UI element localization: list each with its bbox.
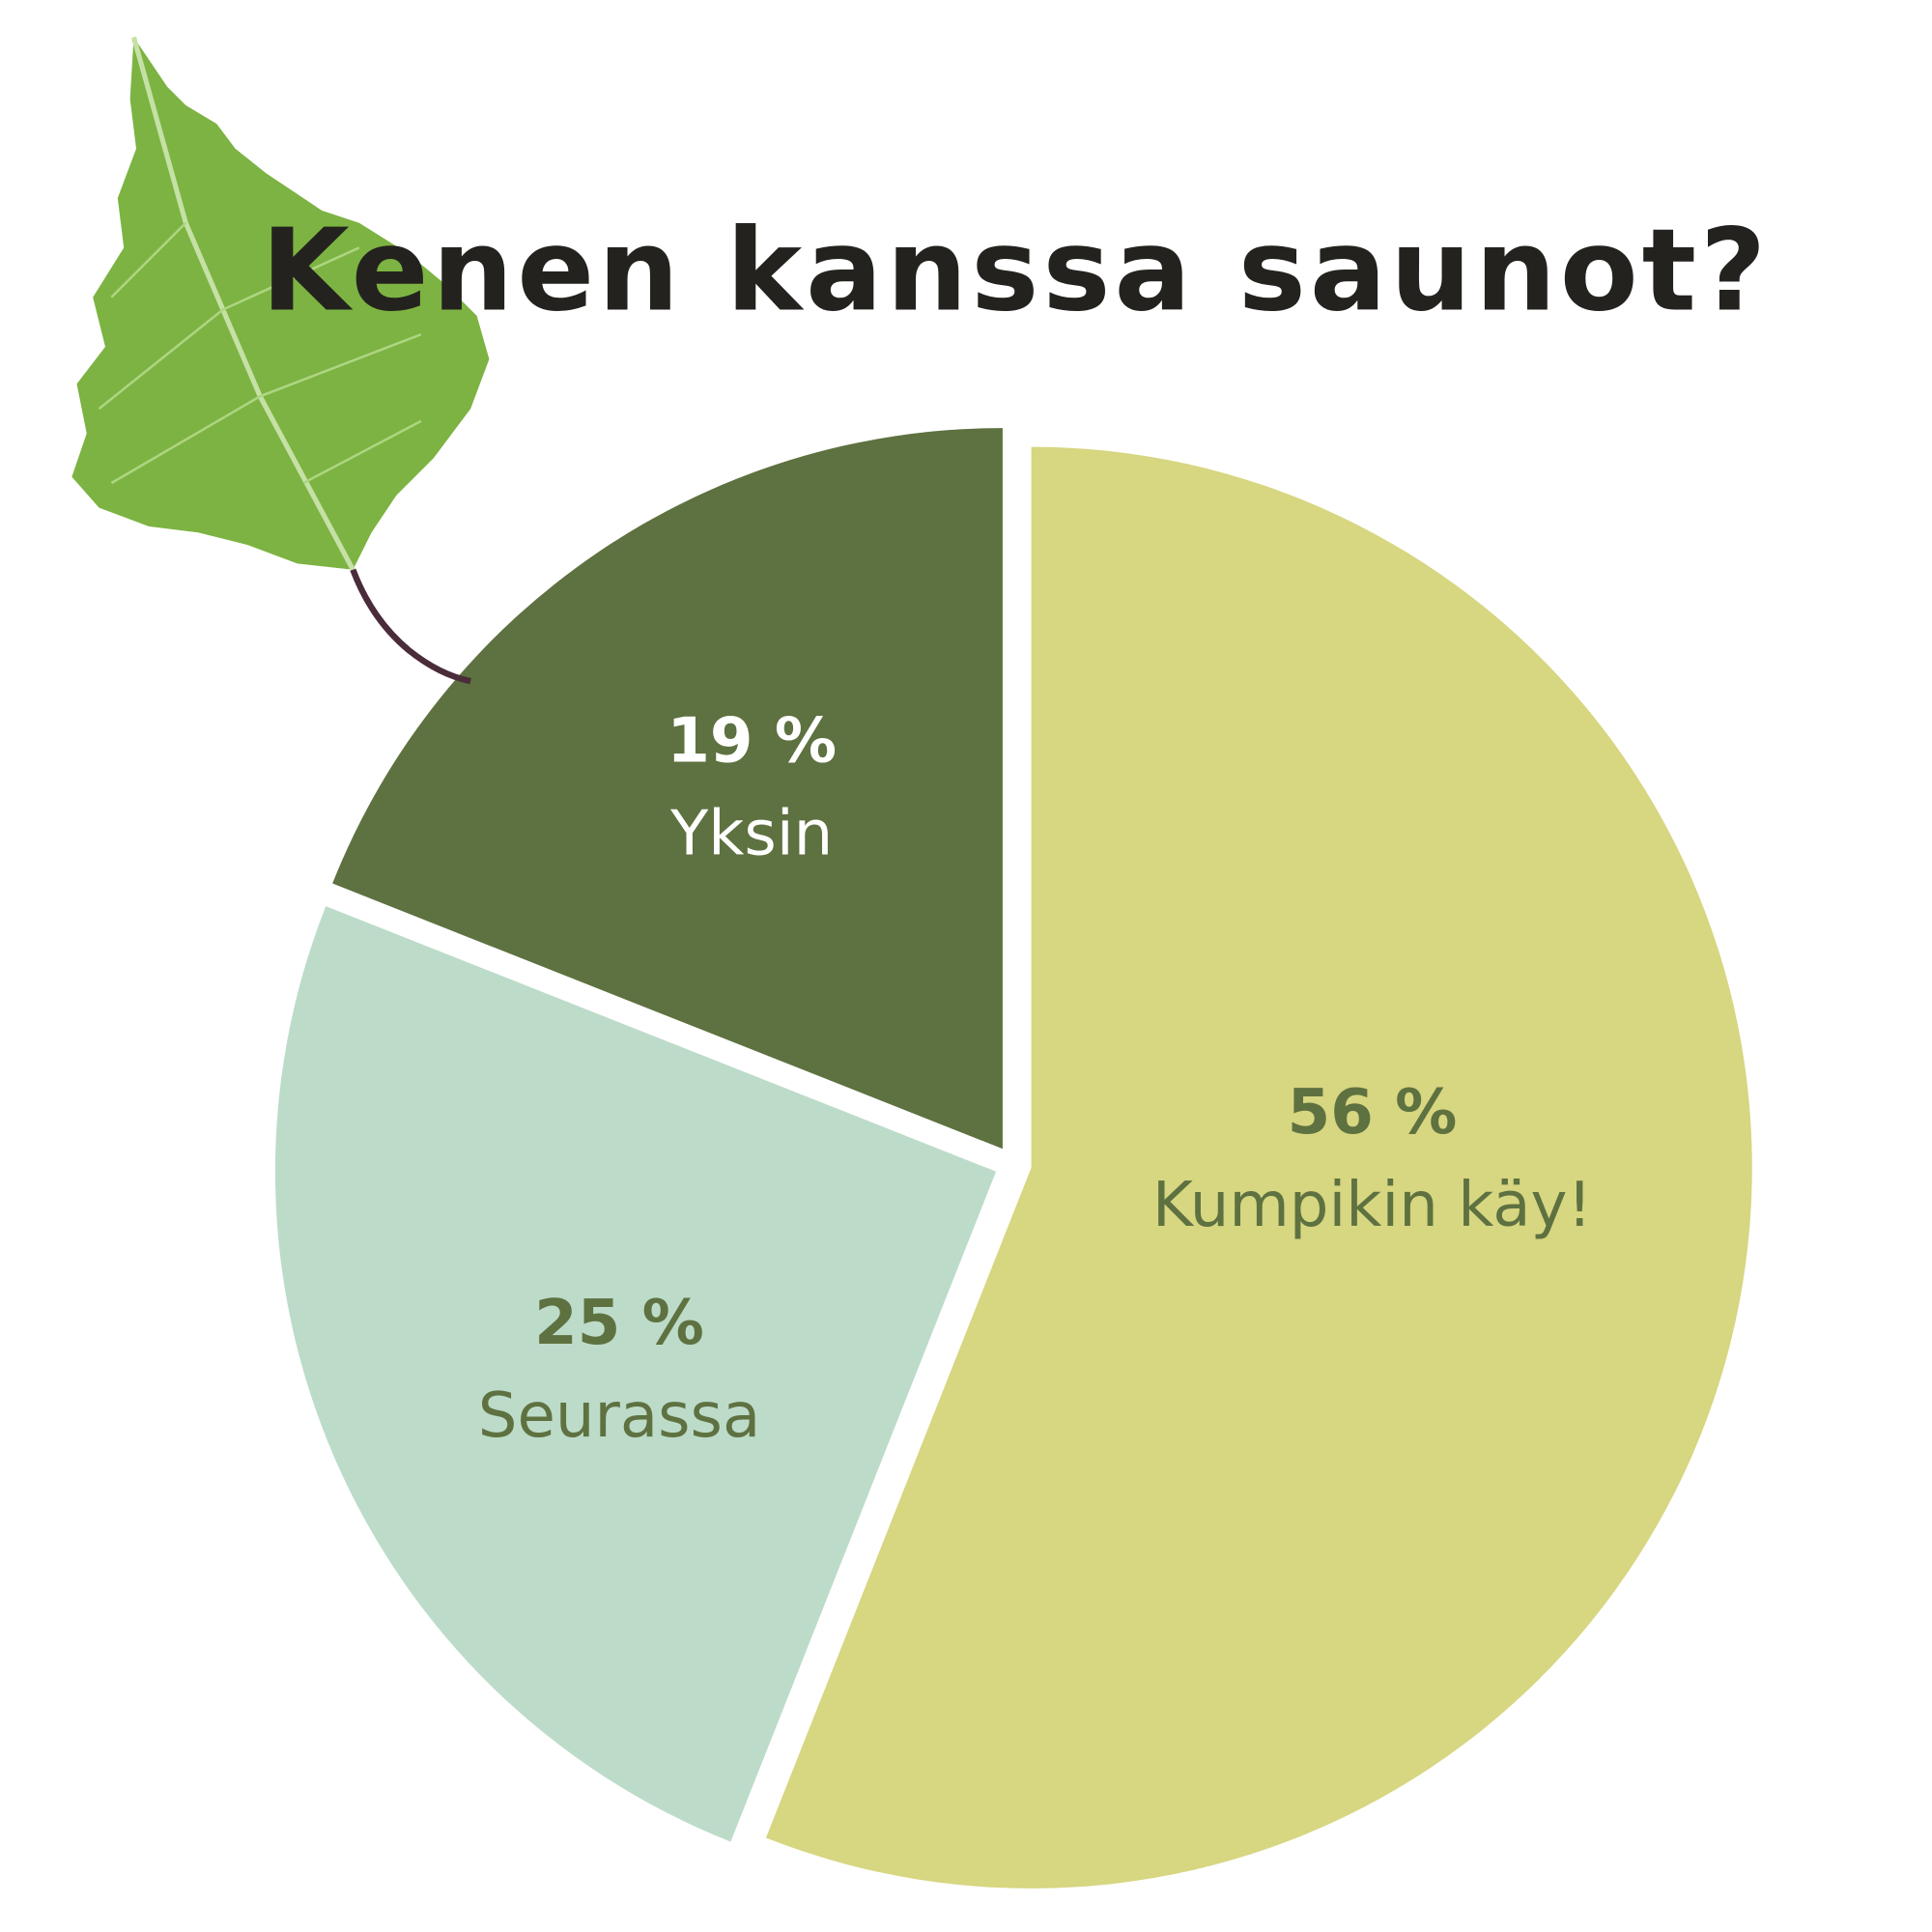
pie-slice-yksin bbox=[332, 428, 1003, 1150]
pie-slice-seurassa bbox=[274, 906, 997, 1842]
slice-value-label: 25 % bbox=[534, 1288, 704, 1359]
slice-value-label: 19 % bbox=[667, 705, 837, 777]
birch-leaf-icon bbox=[71, 36, 490, 685]
chart-title: Kenen kanssa saunot? bbox=[261, 205, 1770, 337]
slice-category-label: Seurassa bbox=[478, 1380, 760, 1452]
slice-category-label: Kumpikin käy! bbox=[1152, 1170, 1592, 1241]
slice-value-label: 56 % bbox=[1288, 1077, 1458, 1149]
pie-slice-kumpikin-käy bbox=[765, 446, 1752, 1889]
slice-category-label: Yksin bbox=[669, 799, 833, 870]
